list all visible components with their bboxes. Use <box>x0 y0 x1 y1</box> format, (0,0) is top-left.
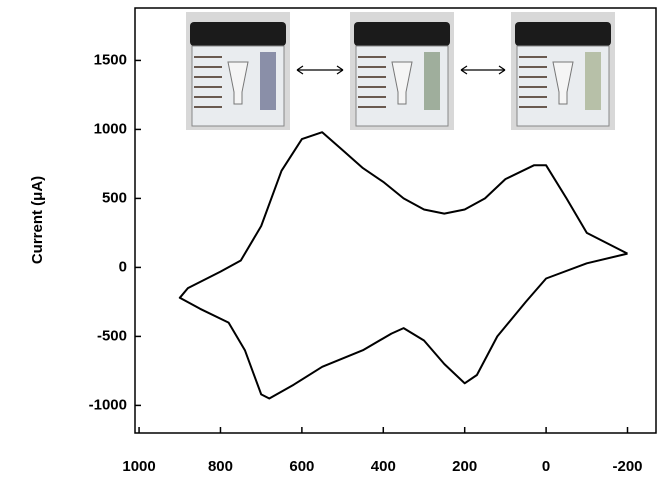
plot-frame <box>134 7 657 434</box>
y-axis-label: Current (μA) <box>29 176 46 264</box>
inset-photos <box>186 12 615 130</box>
y-tick-label: 1500 <box>94 51 127 68</box>
x-tick-label: 200 <box>452 458 477 475</box>
cv-curve <box>178 131 628 400</box>
x-tick-label: -200 <box>612 458 642 475</box>
y-tick-label: 500 <box>102 189 127 206</box>
x-tick-label: 400 <box>371 458 396 475</box>
jar-photo <box>186 12 290 130</box>
y-tick-label: -500 <box>97 327 127 344</box>
x-tick-label: 0 <box>542 458 550 475</box>
y-tick-label: 1000 <box>94 120 127 137</box>
x-tick-label: 1000 <box>122 458 155 475</box>
jar-photo <box>350 12 454 130</box>
y-tick-label: -1000 <box>89 396 127 413</box>
x-tick-label: 800 <box>208 458 233 475</box>
y-tick-label: 0 <box>119 258 127 275</box>
x-tick-label: 600 <box>289 458 314 475</box>
jar-photo <box>511 12 615 130</box>
